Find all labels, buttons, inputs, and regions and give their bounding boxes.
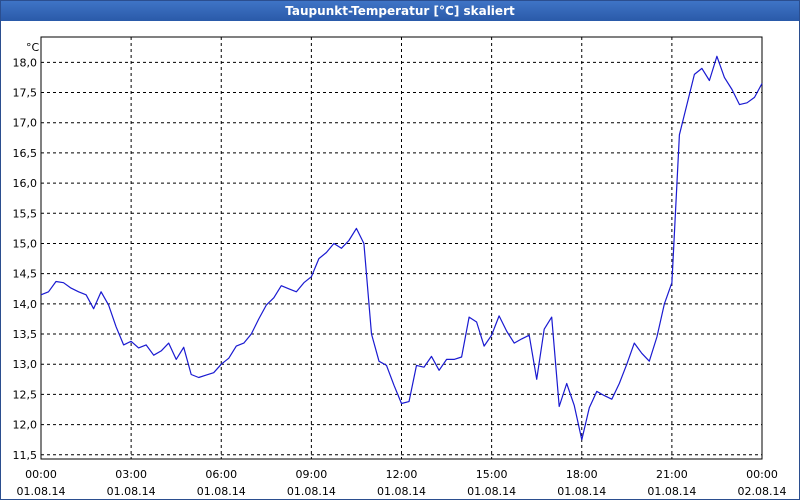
x-tick-date-label: 01.08.14: [467, 485, 516, 498]
y-tick-label: 13,5: [13, 328, 38, 341]
plot-frame: [40, 36, 763, 460]
x-tick-time-label: 03:00: [115, 468, 147, 481]
y-tick-label: 12,5: [13, 388, 38, 401]
y-tick-label: 12,0: [13, 419, 38, 432]
series-layer: [40, 55, 763, 441]
axes-layer: °C: [26, 36, 763, 460]
x-tick-date-label: 01.08.14: [557, 485, 606, 498]
grid-layer: [41, 37, 762, 459]
y-tick-label: 17,5: [13, 87, 38, 100]
x-tick-date-label: 01.08.14: [647, 485, 696, 498]
y-tick-label: 18,0: [13, 56, 38, 69]
x-tick-time-label: 09:00: [296, 468, 328, 481]
x-tick-date-label: 01.08.14: [17, 485, 66, 498]
y-tick-label: 14,5: [13, 268, 38, 281]
x-tick-date-label: 01.08.14: [287, 485, 336, 498]
x-tick-time-label: 21:00: [656, 468, 688, 481]
tick-labels: 11,5 12,0 12,5 13,0 13,5 14,0 14,5 15,0 15,5 16,0…: [13, 56, 787, 498]
y-tick-label: 16,5: [13, 147, 38, 160]
window-title: Taupunkt-Temperatur [°C] skaliert: [285, 4, 515, 18]
y-tick-label: 16,0: [13, 177, 38, 190]
x-tick-time-label: 06:00: [205, 468, 237, 481]
y-tick-label: 13,0: [13, 358, 38, 371]
x-tick-date-label: 01.08.14: [377, 485, 426, 498]
x-tick-time-label: 00:00: [746, 468, 778, 481]
y-tick-label: 17,0: [13, 117, 38, 130]
x-tick-time-label: 18:00: [566, 468, 598, 481]
x-tick-time-label: 12:00: [386, 468, 418, 481]
x-tick-time-label: 15:00: [476, 468, 508, 481]
window-titlebar: Taupunkt-Temperatur [°C] skaliert: [1, 1, 799, 21]
x-tick-date-label: 02.08.14: [738, 485, 787, 498]
series-line: [40, 55, 763, 441]
x-tick-date-label: 01.08.14: [197, 485, 246, 498]
y-tick-label: 14,0: [13, 298, 38, 311]
y-tick-label: 15,5: [13, 207, 38, 220]
y-tick-label: 11,5: [13, 449, 38, 462]
x-tick-date-label: 01.08.14: [107, 485, 156, 498]
y-tick-label: 15,0: [13, 237, 38, 250]
x-tick-time-label: 00:00: [25, 468, 57, 481]
y-axis-unit-label: °C: [26, 41, 40, 54]
